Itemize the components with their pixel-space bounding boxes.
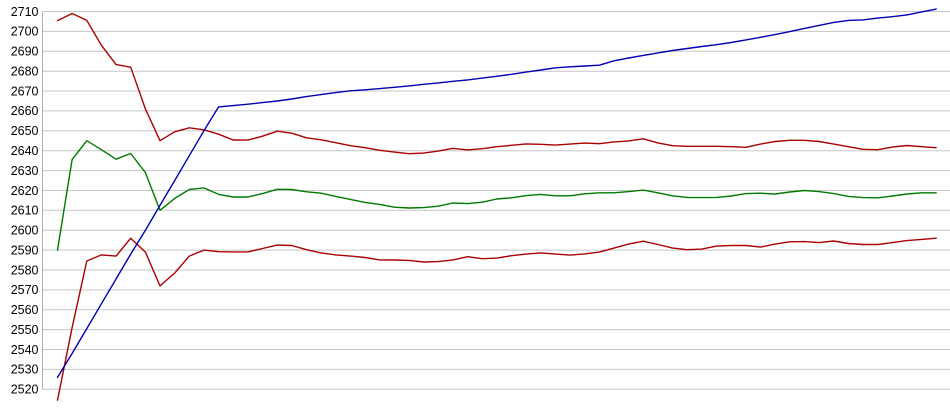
y-axis-tick-label: 2530 xyxy=(11,363,39,377)
y-axis-tick-label: 2660 xyxy=(11,104,39,118)
y-axis-tick-label: 2540 xyxy=(11,343,39,357)
y-axis-tick-label: 2610 xyxy=(11,204,39,218)
y-axis-tick-label: 2680 xyxy=(11,65,39,79)
y-axis-tick-label: 2690 xyxy=(11,45,39,59)
y-axis-tick-label: 2580 xyxy=(11,263,39,277)
series-red-lower-line xyxy=(56,237,937,401)
y-axis-tick-label: 2590 xyxy=(11,243,39,257)
y-axis-tick-label: 2550 xyxy=(11,323,39,337)
y-axis-tick-label: 2710 xyxy=(11,5,39,19)
y-axis-tick-label: 2600 xyxy=(11,224,39,238)
y-axis-tick-label: 2560 xyxy=(11,303,39,317)
y-axis-tick-label: 2630 xyxy=(11,164,39,178)
y-axis-tick-label: 2700 xyxy=(11,25,39,39)
series-red-upper-line xyxy=(56,12,937,155)
y-axis-tick-label: 2620 xyxy=(11,184,39,198)
series-blue-line xyxy=(56,8,937,379)
series-green-line xyxy=(56,139,937,251)
y-axis-tick-label: 2650 xyxy=(11,124,39,138)
y-axis-tick-label: 2520 xyxy=(11,383,39,397)
y-axis-tick-label: 2640 xyxy=(11,144,39,158)
y-axis-tick-label: 2670 xyxy=(11,84,39,98)
y-axis-tick-label: 2570 xyxy=(11,283,39,297)
